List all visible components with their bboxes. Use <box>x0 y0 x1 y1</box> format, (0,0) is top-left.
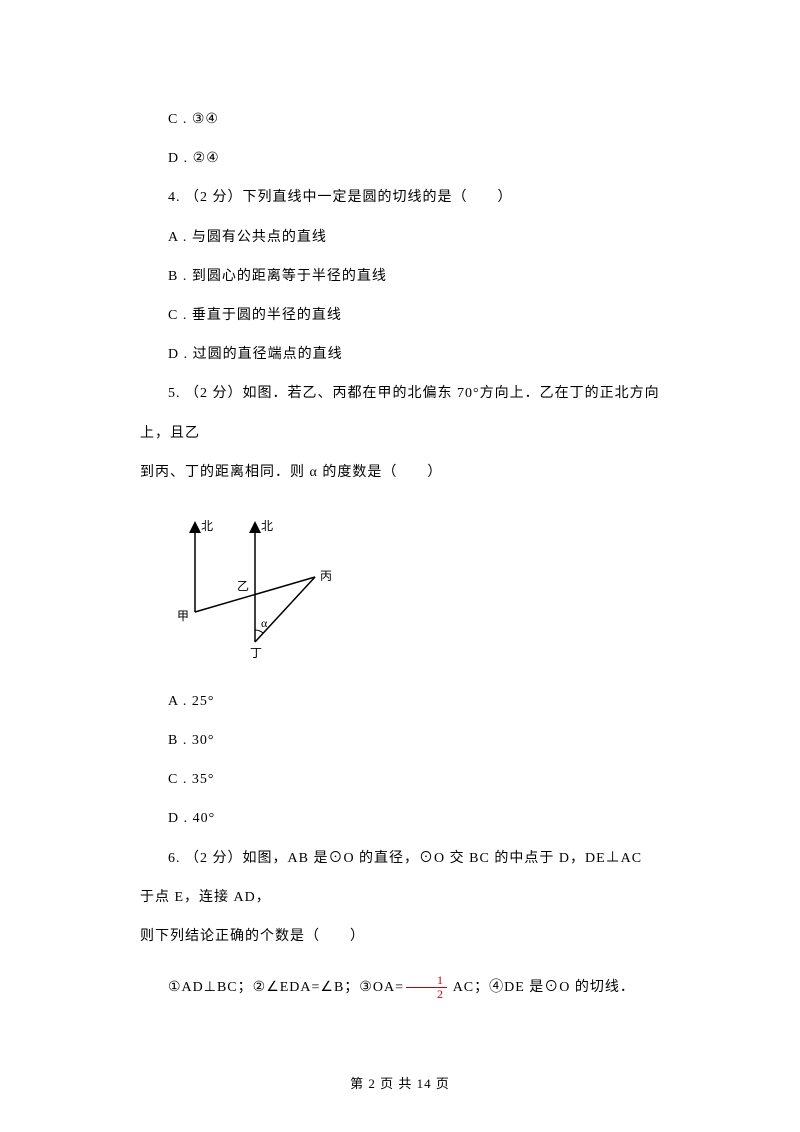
q4-option-d: D . 过圆的直径端点的直线 <box>140 335 660 374</box>
q5-option-c: C . 35° <box>140 760 660 799</box>
q5-option-d: D . 40° <box>140 799 660 838</box>
q4-option-a: A . 与圆有公共点的直线 <box>140 218 660 257</box>
bing-label: 丙 <box>320 569 332 583</box>
north-label-2: 北 <box>261 519 273 533</box>
page-content: C . ③④ D . ②④ 4. （2 分）下列直线中一定是圆的切线的是（ ） … <box>0 0 800 1067</box>
q6-sub-part2: AC；④DE 是⊙O 的切线． <box>449 980 635 995</box>
q6-sub: ①AD⊥BC；②∠EDA=∠B；③OA=12 AC；④DE 是⊙O 的切线． <box>140 968 660 1007</box>
q5-option-b: B . 30° <box>140 721 660 760</box>
fraction-denominator: 2 <box>406 988 447 1001</box>
q6-stem-line2: 则下列结论正确的个数是（ ） <box>140 917 660 956</box>
q4-stem: 4. （2 分）下列直线中一定是圆的切线的是（ ） <box>140 178 660 217</box>
north-label-1: 北 <box>201 519 213 533</box>
q5-stem-line2: 到丙、丁的距离相同．则 α 的度数是（ ） <box>140 453 660 492</box>
q5-option-a: A . 25° <box>140 682 660 721</box>
q3-option-c: C . ③④ <box>140 100 660 139</box>
direction-diagram: 北 北 甲 乙 丙 丁 α <box>165 512 355 662</box>
fraction-half: 12 <box>406 974 447 1001</box>
q5-diagram: 北 北 甲 乙 丙 丁 α <box>165 512 355 662</box>
fraction-numerator: 1 <box>406 974 447 988</box>
ding-label: 丁 <box>250 646 262 660</box>
jia-label: 甲 <box>177 609 189 623</box>
q3-option-d: D . ②④ <box>140 139 660 178</box>
q4-option-c: C . 垂直于圆的半径的直线 <box>140 296 660 335</box>
q5-stem-line1: 5. （2 分）如图．若乙、丙都在甲的北偏东 70°方向上．乙在丁的正北方向上，… <box>140 374 660 452</box>
q6-stem-line1: 6. （2 分）如图，AB 是⊙O 的直径，⊙O 交 BC 的中点于 D，DE⊥… <box>140 839 660 917</box>
q4-option-b: B . 到圆心的距离等于半径的直线 <box>140 257 660 296</box>
yi-label: 乙 <box>237 579 249 593</box>
page-footer: 第 2 页 共 14 页 <box>0 1073 800 1092</box>
alpha-label: α <box>261 616 268 630</box>
page-number: 第 2 页 共 14 页 <box>350 1076 450 1091</box>
q6-sub-part1: ①AD⊥BC；②∠EDA=∠B；③OA= <box>168 980 404 995</box>
